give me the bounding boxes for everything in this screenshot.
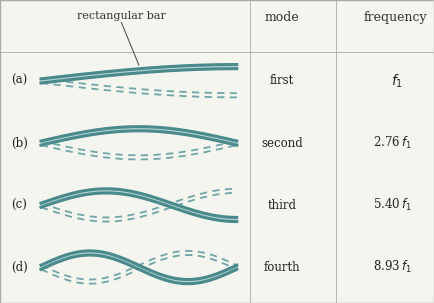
Text: $f_1$: $f_1$ [391, 72, 403, 90]
Text: frequency: frequency [363, 11, 427, 24]
Text: (b): (b) [11, 137, 28, 150]
Text: third: third [268, 199, 296, 212]
Text: mode: mode [265, 11, 299, 24]
Text: fourth: fourth [264, 261, 300, 274]
Text: (a): (a) [11, 75, 27, 88]
Text: (c): (c) [11, 199, 27, 212]
Text: rectangular bar: rectangular bar [77, 11, 166, 21]
Text: first: first [270, 75, 294, 88]
Text: 2.76 $f_1$: 2.76 $f_1$ [373, 135, 412, 151]
Text: 5.40 $f_1$: 5.40 $f_1$ [373, 197, 412, 213]
Text: second: second [261, 137, 303, 150]
Text: (d): (d) [11, 261, 28, 274]
Text: 8.93 $f_1$: 8.93 $f_1$ [373, 259, 412, 275]
